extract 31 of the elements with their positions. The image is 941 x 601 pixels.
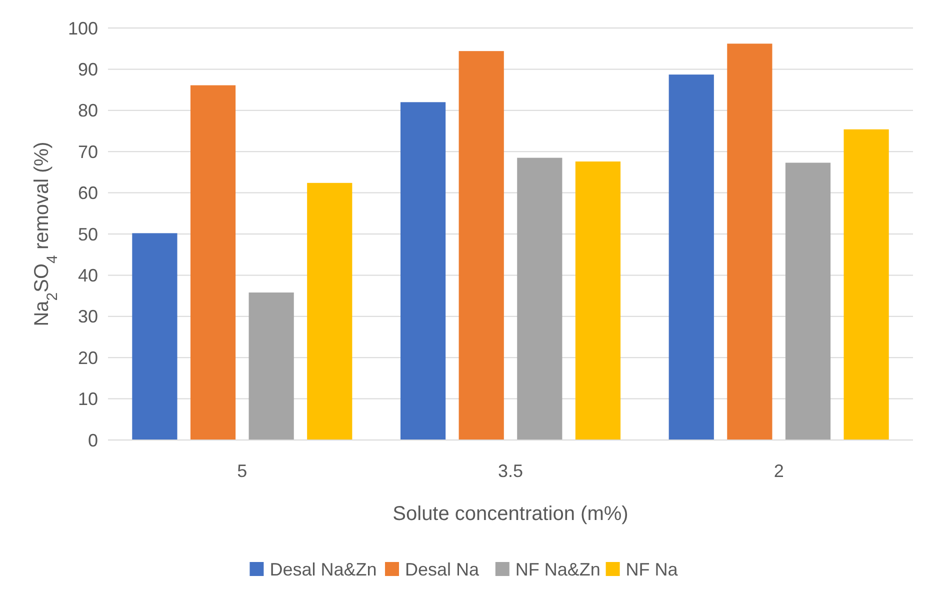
bar — [400, 102, 446, 440]
y-tick-label: 40 — [78, 266, 98, 286]
bar — [517, 158, 562, 440]
y-tick-label: 0 — [88, 430, 98, 450]
y-tick-label: 50 — [78, 224, 98, 244]
bar — [785, 162, 831, 440]
x-tick-label: 2 — [774, 461, 784, 481]
bar — [727, 44, 772, 440]
x-tick-label: 5 — [237, 461, 248, 481]
legend-label: Desal Na&Zn — [270, 559, 377, 580]
y-tick-label: 80 — [78, 100, 98, 121]
y-tick-label: 60 — [78, 183, 98, 204]
legend-label: Desal Na — [405, 559, 480, 580]
y-tick-label: 20 — [78, 348, 98, 368]
bar — [668, 74, 714, 440]
legend-label: NF Na&Zn — [515, 559, 600, 580]
bar — [248, 292, 294, 440]
y-tick-label: 10 — [78, 389, 98, 410]
legend-label: NF Na — [626, 559, 679, 580]
x-tick-label: 3.5 — [498, 461, 524, 481]
bar — [190, 85, 236, 440]
y-tick-label: 70 — [78, 142, 98, 162]
y-tick-label: 30 — [78, 306, 98, 327]
bar — [844, 129, 889, 440]
y-tick-label: 100 — [68, 18, 98, 38]
bar — [575, 161, 621, 440]
bar — [132, 233, 178, 440]
y-tick-label: 90 — [78, 60, 98, 80]
x-axis-title: Solute concentration (m%) — [392, 503, 628, 525]
bar — [307, 182, 352, 440]
bar — [458, 51, 504, 440]
